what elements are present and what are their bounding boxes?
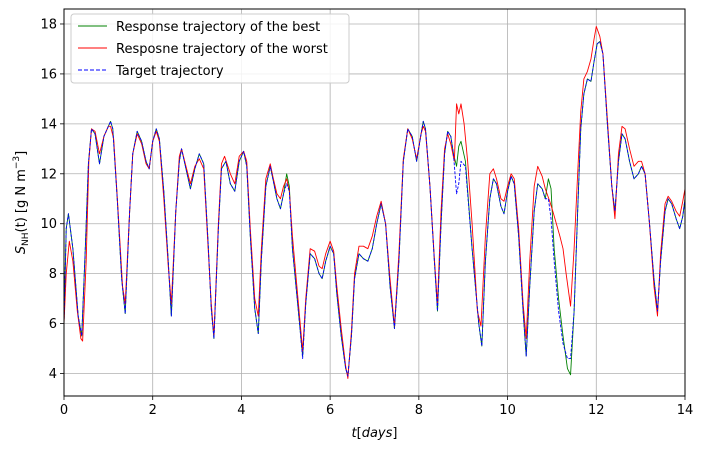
x-tick-label: 8 — [415, 403, 423, 418]
x-tick-label: 2 — [149, 403, 157, 418]
y-axis-label-end: ] — [14, 151, 29, 156]
legend-label-worst: Resposne trajectory of the worst — [116, 42, 328, 57]
y-axis-label: SNH(t) [g N m−3] — [12, 151, 31, 254]
legend-label-best: Response trajectory of the best — [116, 20, 320, 35]
y-tick-label: 18 — [40, 17, 57, 32]
worst-trajectory-line — [63, 26, 686, 379]
y-axis-label-sup: −3 — [12, 156, 22, 169]
y-axis-label-main: S — [14, 246, 29, 254]
legend-box — [70, 13, 350, 84]
y-tick-label: 4 — [49, 367, 57, 382]
y-tick-label: 16 — [40, 67, 57, 82]
x-tick-label: 14 — [677, 403, 694, 418]
x-axis-label: t[days] — [352, 426, 398, 441]
x-axis-ticks: 0 2 4 6 8 10 12 14 — [60, 396, 693, 418]
x-axis-label-unit: days — [362, 426, 393, 441]
y-tick-label: 12 — [40, 167, 57, 182]
y-axis-label-rest: (t) [g N m — [14, 169, 29, 232]
target-trajectory-line — [63, 41, 686, 377]
legend: Response trajectory of the best Resposne… — [70, 13, 350, 84]
x-axis-label-main: t — [352, 426, 358, 441]
x-tick-label: 12 — [588, 403, 605, 418]
y-tick-label: 6 — [49, 317, 57, 332]
y-tick-label: 8 — [49, 267, 57, 282]
y-tick-label: 14 — [40, 117, 57, 132]
x-tick-label: 10 — [499, 403, 516, 418]
x-tick-label: 0 — [60, 403, 68, 418]
y-axis-label-sub: NH — [21, 232, 31, 246]
y-tick-label: 10 — [40, 217, 57, 232]
x-tick-label: 6 — [326, 403, 334, 418]
x-tick-label: 4 — [237, 403, 245, 418]
series-lines — [63, 26, 686, 379]
legend-label-target: Target trajectory — [115, 64, 224, 79]
y-axis-ticks: 4 6 8 10 12 14 16 18 — [40, 17, 64, 382]
plot-frame — [63, 8, 686, 397]
